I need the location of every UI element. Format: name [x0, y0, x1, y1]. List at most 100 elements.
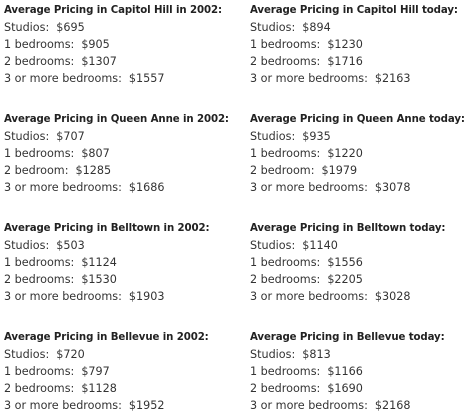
price-row: Studios: $707 — [4, 128, 229, 145]
row-value: $1903 — [128, 290, 165, 303]
row-value: $1716 — [327, 55, 363, 68]
block-heading: Average Pricing in Capitol Hill today: — [250, 5, 458, 16]
row-value: $2168 — [374, 399, 411, 412]
row-label: 3 or more bedrooms: — [4, 290, 122, 303]
row-label: 3 or more bedrooms: — [4, 399, 122, 412]
row-label: Studios: — [4, 130, 50, 143]
price-row: 1 bedrooms: $807 — [4, 145, 229, 162]
price-row: 3 or more bedrooms: $2163 — [250, 70, 458, 87]
price-row: 2 bedroom: $1979 — [250, 162, 465, 179]
row-label: 2 bedrooms: — [4, 382, 75, 395]
row-label: 1 bedrooms: — [250, 38, 321, 51]
row-label: 1 bedrooms: — [4, 256, 75, 269]
price-row: 2 bedrooms: $1530 — [4, 271, 209, 288]
row-value: $3028 — [374, 290, 411, 303]
price-row: Studios: $503 — [4, 237, 209, 254]
row-label: 2 bedrooms: — [4, 273, 75, 286]
price-row: 1 bedrooms: $1124 — [4, 254, 209, 271]
row-label: Studios: — [250, 130, 296, 143]
row-value: $1557 — [128, 72, 165, 85]
row-label: 1 bedrooms: — [250, 365, 321, 378]
row-label: 3 or more bedrooms: — [250, 181, 368, 194]
row-value: $813 — [302, 348, 331, 361]
price-block: Average Pricing in Belltown in 2002: Stud… — [4, 220, 210, 305]
row-value: $905 — [81, 38, 110, 51]
price-row: 1 bedrooms: $1230 — [250, 36, 458, 53]
price-row: 2 bedrooms: $1716 — [250, 53, 458, 70]
row-value: $797 — [81, 365, 110, 378]
price-row: 3 or more bedrooms: $3028 — [250, 288, 445, 305]
price-block: Average Pricing in Queen Anne today: Stud… — [250, 111, 465, 196]
row-label: Studios: — [4, 21, 50, 34]
price-block: Average Pricing in Bellevue in 2002: Stud… — [4, 329, 209, 414]
row-value: $2205 — [327, 273, 363, 286]
row-label: 3 or more bedrooms: — [4, 72, 122, 85]
row-value: $807 — [81, 147, 110, 160]
row-value: $1220 — [327, 147, 363, 160]
block-heading: Average Pricing in Queen Anne today: — [250, 114, 465, 125]
row-value: $1556 — [327, 256, 363, 269]
row-label: 1 bedrooms: — [250, 256, 321, 269]
row-value: $720 — [56, 348, 85, 361]
row-value: $1140 — [302, 239, 338, 252]
row-label: 3 or more bedrooms: — [250, 72, 368, 85]
row-value: $1166 — [327, 365, 363, 378]
block-heading: Average Pricing in Bellevue in 2002: — [4, 332, 209, 343]
price-block: Average Pricing in Queen Anne in 2002: St… — [4, 111, 229, 196]
price-row: Studios: $813 — [250, 346, 445, 363]
row-value: $503 — [56, 239, 85, 252]
price-row: 3 or more bedrooms: $1557 — [4, 70, 222, 87]
row-value: $1530 — [81, 273, 117, 286]
row-label: Studios: — [4, 348, 50, 361]
row-label: 1 bedrooms: — [4, 147, 75, 160]
price-row: 1 bedrooms: $1166 — [250, 363, 445, 380]
block-heading: Average Pricing in Belltown today: — [250, 223, 446, 234]
price-row: 1 bedrooms: $905 — [4, 36, 222, 53]
row-value: $695 — [56, 21, 85, 34]
price-row: 3 or more bedrooms: $1903 — [4, 288, 209, 305]
row-value: $894 — [302, 21, 331, 34]
block-heading: Average Pricing in Queen Anne in 2002: — [4, 114, 229, 125]
price-block: Average Pricing in Capitol Hill in 2002:… — [4, 2, 222, 87]
price-row: Studios: $1140 — [250, 237, 445, 254]
price-row: 3 or more bedrooms: $2168 — [250, 397, 445, 414]
row-label: 3 or more bedrooms: — [4, 181, 122, 194]
row-label: 2 bedroom: — [4, 164, 69, 177]
row-value: $935 — [302, 130, 331, 143]
price-row: Studios: $935 — [250, 128, 465, 145]
block-heading: Average Pricing in Capitol Hill in 2002: — [4, 5, 222, 16]
row-value: $1686 — [128, 181, 165, 194]
row-label: 2 bedrooms: — [250, 273, 321, 286]
row-value: $1124 — [81, 256, 117, 269]
price-row: Studios: $695 — [4, 19, 222, 36]
price-row: 3 or more bedrooms: $1686 — [4, 179, 229, 196]
price-row: Studios: $720 — [4, 346, 209, 363]
row-label: Studios: — [4, 239, 50, 252]
row-label: 3 or more bedrooms: — [250, 399, 368, 412]
block-heading: Average Pricing in Bellevue today: — [250, 332, 445, 343]
price-row: 3 or more bedrooms: $3078 — [250, 179, 465, 196]
row-label: 3 or more bedrooms: — [250, 290, 368, 303]
price-block: Average Pricing in Bellevue today: Studio… — [250, 329, 445, 414]
row-value: $2163 — [374, 72, 411, 85]
price-row: 1 bedrooms: $797 — [4, 363, 209, 380]
row-value: $1128 — [81, 382, 117, 395]
row-label: 2 bedrooms: — [250, 382, 321, 395]
block-heading: Average Pricing in Belltown in 2002: — [4, 223, 210, 234]
row-value: $3078 — [374, 181, 411, 194]
price-row: 1 bedrooms: $1220 — [250, 145, 465, 162]
price-row: 2 bedrooms: $1307 — [4, 53, 222, 70]
row-label: Studios: — [250, 348, 296, 361]
price-row: 2 bedrooms: $2205 — [250, 271, 445, 288]
row-label: 2 bedroom: — [250, 164, 315, 177]
row-label: Studios: — [250, 21, 296, 34]
row-value: $1285 — [75, 164, 112, 177]
row-label: Studios: — [250, 239, 296, 252]
price-block: Average Pricing in Capitol Hill today: St… — [250, 2, 458, 87]
price-row: 2 bedroom: $1285 — [4, 162, 229, 179]
row-value: $1230 — [327, 38, 363, 51]
row-label: 1 bedrooms: — [4, 365, 75, 378]
row-label: 1 bedrooms: — [250, 147, 321, 160]
row-value: $707 — [56, 130, 85, 143]
